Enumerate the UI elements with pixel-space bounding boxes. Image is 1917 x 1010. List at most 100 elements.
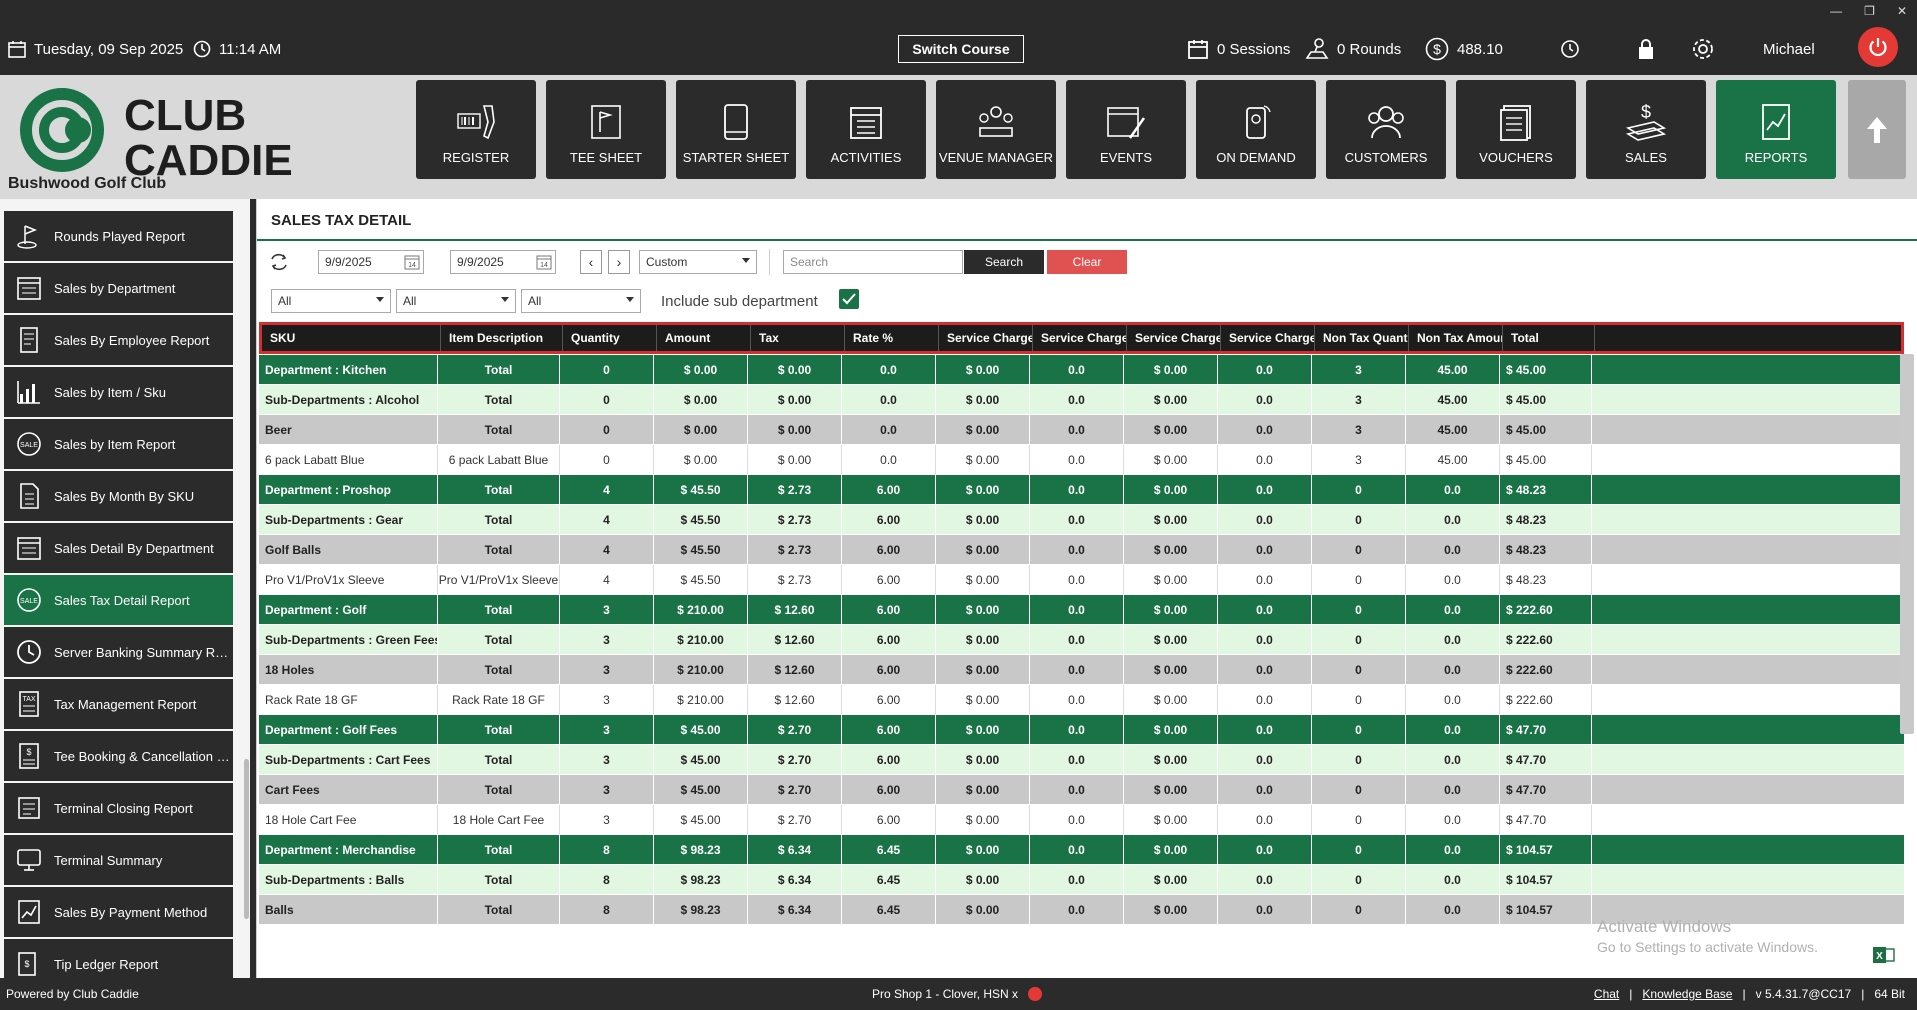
settings-button[interactable] <box>1690 37 1724 61</box>
switch-course-button[interactable]: Switch Course <box>898 35 1024 63</box>
include-sub-department-checkbox[interactable] <box>839 289 859 309</box>
table-row[interactable]: Sub-Departments : Gear Total 4 $ 45.50 $ 2.7… <box>259 505 1904 535</box>
nav-venue-manager-button[interactable]: VENUE MANAGER <box>936 80 1056 179</box>
filter-department-select[interactable]: All <box>271 289 391 313</box>
date-picker-icon[interactable]: 14 <box>536 254 552 270</box>
table-row[interactable]: Cart Fees Total 3 $ 45.00 $ 2.70 6.00 $ 0.00 0.… <box>259 775 1904 805</box>
sidebar-item-tee-booking-cancellation[interactable]: $ Tee Booking & Cancellation R... <box>4 731 233 781</box>
column-header[interactable]: Service Charge Ta <box>1127 325 1221 351</box>
filter-subdepartment-select[interactable]: All <box>396 289 516 313</box>
sidebar-item-server-banking-summary[interactable]: Server Banking Summary Rep... <box>4 627 233 677</box>
nav-activities-button[interactable]: ACTIVITIES <box>806 80 926 179</box>
column-header[interactable]: Quantity <box>563 325 657 351</box>
nav-reports-button[interactable]: REPORTS <box>1716 80 1836 179</box>
table-row[interactable]: Department : Merchandise Total 8 $ 98.23 $ 6… <box>259 835 1904 865</box>
table-row[interactable]: Pro V1/ProV1x Sleeve Pro V1/ProV1x Sleeve… <box>259 565 1904 595</box>
sidebar-item-rounds-played[interactable]: Rounds Played Report <box>4 211 233 261</box>
table-row[interactable]: Sub-Departments : Cart Fees Total 3 $ 45.00… <box>259 745 1904 775</box>
clear-button[interactable]: Clear <box>1047 250 1127 274</box>
knowledge-base-link[interactable]: Knowledge Base <box>1642 987 1733 1001</box>
date-text: Tuesday, 09 Sep 2025 <box>34 40 184 58</box>
sidebar-item-terminal-closing[interactable]: Terminal Closing Report <box>4 783 233 833</box>
lock-button[interactable] <box>1637 37 1663 61</box>
sidebar-item-sales-by-employee[interactable]: Sales By Employee Report <box>4 315 233 365</box>
table-row[interactable]: Balls Total 8 $ 98.23 $ 6.34 6.45 $ 0.00 0.0 $ 0… <box>259 895 1904 925</box>
nav-tee-sheet-button[interactable]: TEE SHEET <box>546 80 666 179</box>
table-row[interactable]: Department : Kitchen Total 0 $ 0.00 $ 0.00 0.… <box>259 355 1904 385</box>
table-row[interactable]: Golf Balls Total 4 $ 45.50 $ 2.73 6.00 $ 0.00 0… <box>259 535 1904 565</box>
table-row[interactable]: Rack Rate 18 GF Rack Rate 18 GF 3 $ 210.00 $… <box>259 685 1904 715</box>
balance-display[interactable]: $ 488.10 <box>1425 37 1503 61</box>
search-input[interactable]: Search <box>783 250 963 274</box>
next-period-button[interactable]: › <box>608 250 630 274</box>
column-header[interactable]: Item Description <box>441 325 563 351</box>
chat-link[interactable]: Chat <box>1593 987 1620 1001</box>
date-from-field[interactable]: 9/9/2025 14 <box>318 250 424 274</box>
column-header[interactable]: Non Tax Amount <box>1409 325 1503 351</box>
sidebar-item-sales-detail-by-department[interactable]: Sales Detail By Department <box>4 523 233 573</box>
sidebar-item-sales-by-item-report[interactable]: SALE Sales by Item Report <box>4 419 233 469</box>
sidebar-item-sales-by-payment-method[interactable]: Sales By Payment Method <box>4 887 233 937</box>
column-header[interactable]: Amount <box>657 325 751 351</box>
nav-events-button[interactable]: EVENTS <box>1066 80 1186 179</box>
sidebar-item-label: Tee Booking & Cancellation R... <box>54 748 232 764</box>
table-row[interactable]: Department : Golf Total 3 $ 210.00 $ 12.60 6.… <box>259 595 1904 625</box>
table-cell: $ 0.00 <box>1124 655 1218 684</box>
table-row[interactable]: 18 Hole Cart Fee 18 Hole Cart Fee 3 $ 45.00… <box>259 805 1904 835</box>
minimize-icon[interactable]: — <box>1830 4 1843 18</box>
column-header[interactable]: Non Tax Quantity <box>1315 325 1409 351</box>
nav-customers-button[interactable]: CUSTOMERS <box>1326 80 1446 179</box>
sidebar-item-sales-tax-detail[interactable]: SALE Sales Tax Detail Report <box>4 575 233 625</box>
search-button[interactable]: Search <box>964 250 1044 274</box>
sidebar-item-sales-by-item-sku[interactable]: Sales by Item / Sku <box>4 367 233 417</box>
sidebar-scrollbar[interactable] <box>244 759 249 919</box>
nav-sales-button[interactable]: $ SALES <box>1586 80 1706 179</box>
history-button[interactable] <box>1560 37 1588 61</box>
nav-on-demand-button[interactable]: ON DEMAND <box>1196 80 1316 179</box>
refresh-button[interactable] <box>269 253 289 276</box>
sessions-display[interactable]: 0 Sessions <box>1187 37 1290 61</box>
user-name[interactable]: Michael <box>1763 40 1815 58</box>
column-header[interactable]: Tax <box>751 325 845 351</box>
table-cell: 4 <box>560 535 654 564</box>
station-text: Pro Shop 1 - Clover, HSN x <box>872 987 1019 1001</box>
nav-register-button[interactable]: REGISTER <box>416 80 536 179</box>
rounds-display[interactable]: 0 Rounds <box>1305 37 1401 61</box>
table-row[interactable]: 18 Holes Total 3 $ 210.00 $ 12.60 6.00 $ 0.00 0… <box>259 655 1904 685</box>
table-row[interactable]: Sub-Departments : Alcohol Total 0 $ 0.00 $ 0… <box>259 385 1904 415</box>
previous-period-button[interactable]: ‹ <box>580 250 602 274</box>
column-header[interactable]: Service Charge <box>939 325 1033 351</box>
filter-category-select[interactable]: All <box>521 289 641 313</box>
table-cell: $ 0.00 <box>936 745 1030 774</box>
sidebar-item-terminal-summary[interactable]: Terminal Summary <box>4 835 233 885</box>
column-header[interactable]: Service Charge Ta <box>1221 325 1315 351</box>
sidebar-item-tax-management[interactable]: TAX Tax Management Report <box>4 679 233 729</box>
period-select[interactable]: Custom <box>639 250 757 274</box>
column-header[interactable]: SKU <box>262 325 441 351</box>
table-row[interactable]: Beer Total 0 $ 0.00 $ 0.00 0.0 $ 0.00 0.0 $ 0.00… <box>259 415 1904 445</box>
excel-export-icon[interactable]: X <box>1873 945 1895 965</box>
table-row[interactable]: 6 pack Labatt Blue 6 pack Labatt Blue 0 $ 0… <box>259 445 1904 475</box>
power-button[interactable] <box>1858 27 1898 67</box>
table-row[interactable]: Sub-Departments : Balls Total 8 $ 98.23 $ 6.… <box>259 865 1904 895</box>
sidebar-item-sales-by-month-by-sku[interactable]: Sales By Month By SKU <box>4 471 233 521</box>
table-row[interactable]: Sub-Departments : Green Fees Total 3 $ 210.… <box>259 625 1904 655</box>
table-row[interactable]: Department : Golf Fees Total 3 $ 45.00 $ 2.7… <box>259 715 1904 745</box>
date-picker-icon[interactable]: 14 <box>404 254 420 270</box>
nav-starter-sheet-button[interactable]: STARTER SHEET <box>676 80 796 179</box>
column-header[interactable]: Total <box>1503 325 1595 351</box>
table-cell: 0 <box>560 385 654 414</box>
sidebar-item-label: Sales By Employee Report <box>54 332 210 348</box>
nav-vouchers-button[interactable]: VOUCHERS <box>1456 80 1576 179</box>
restore-icon[interactable]: ❐ <box>1864 4 1875 18</box>
scroll-up-button[interactable] <box>1848 80 1906 179</box>
date-to-field[interactable]: 9/9/2025 14 <box>450 250 556 274</box>
table-scrollbar[interactable] <box>1900 354 1914 734</box>
station-status[interactable]: Pro Shop 1 - Clover, HSN x <box>872 987 1043 1001</box>
sidebar-item-tip-ledger[interactable]: $ Tip Ledger Report <box>4 939 233 978</box>
column-header[interactable]: Service Charge % <box>1033 325 1127 351</box>
column-header[interactable]: Rate % <box>845 325 939 351</box>
sidebar-item-sales-by-department[interactable]: Sales by Department <box>4 263 233 313</box>
close-icon[interactable]: ✕ <box>1896 4 1907 18</box>
table-row[interactable]: Department : Proshop Total 4 $ 45.50 $ 2.73 6… <box>259 475 1904 505</box>
